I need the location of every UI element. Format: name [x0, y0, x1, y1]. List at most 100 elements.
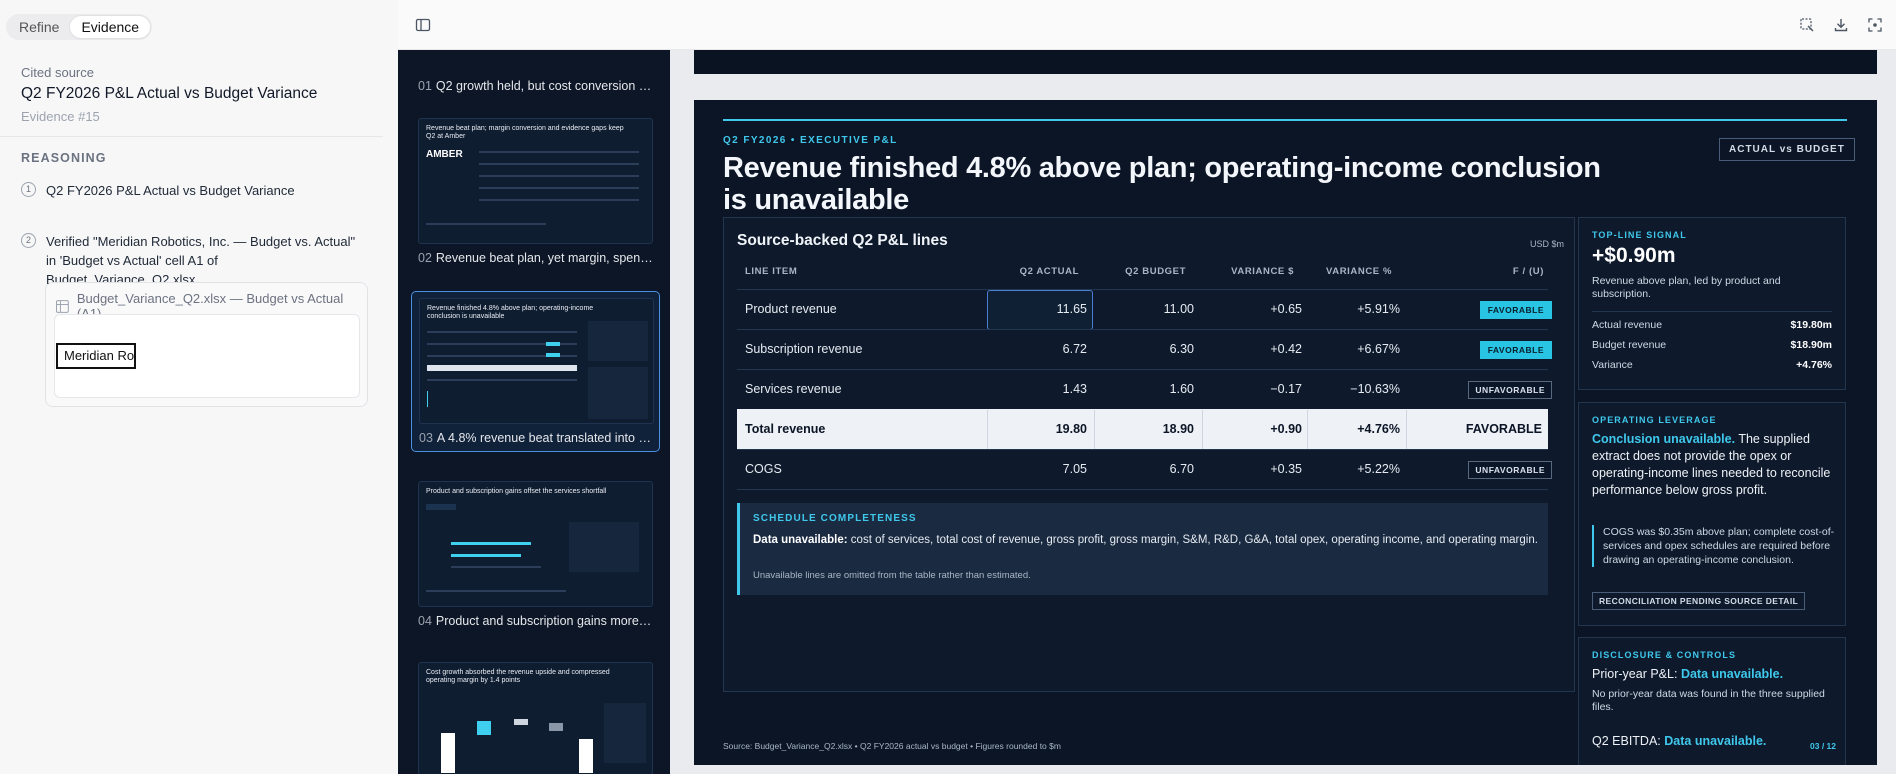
- q2-actual: 11.65: [1056, 302, 1087, 316]
- thumbnail-image: Revenue beat plan; margin conversion and…: [418, 118, 653, 244]
- thumbnail-mini-tag: AMBER: [426, 149, 463, 160]
- leverage-text: Conclusion unavailable. The supplied ext…: [1592, 432, 1831, 497]
- variance-pct: +5.22%: [1357, 462, 1400, 476]
- leverage-quote: COGS was $0.35m above plan; complete cos…: [1592, 525, 1837, 567]
- q2-budget: 6.70: [1169, 462, 1194, 476]
- status-badge: UNFAVORABLE: [1468, 460, 1552, 479]
- slide-thumbnail-strip: 01 Q2 growth held, but cost conversion is…: [398, 50, 670, 774]
- table-row-total: Total revenue 19.80 18.90 +0.90 +4.76% F…: [737, 409, 1548, 449]
- cell-preview: Meridian Robotics, Inc. — Budget vs. Act…: [54, 314, 360, 398]
- thumbnail-caption: 01 Q2 growth held, but cost conversion is…: [418, 79, 653, 93]
- kv-variance: Variance +4.76%: [1592, 359, 1832, 371]
- thumbnail-mini-title: Product and subscription gains offset th…: [426, 488, 607, 495]
- topline-signal-card: TOP-LINE SIGNAL +$0.90m Revenue above pl…: [1578, 217, 1846, 390]
- fullscreen-icon[interactable]: [1867, 17, 1883, 33]
- column-header: Q2 ACTUAL: [1019, 266, 1079, 277]
- slide-thumbnail[interactable]: Cost growth absorbed the revenue upside …: [418, 662, 653, 774]
- table-bottom-rule: [737, 489, 1548, 490]
- panel-divider: [0, 136, 383, 137]
- slide-accent-rule: [723, 119, 1847, 121]
- step-text: Q2 FY2026 P&L Actual vs Budget Variance: [46, 183, 295, 198]
- reasoning-step: 1 Q2 FY2026 P&L Actual vs Budget Varianc…: [21, 181, 366, 200]
- status-badge: UNFAVORABLE: [1468, 380, 1552, 399]
- thumbnail-caption: 04 Product and subscription gains more th…: [418, 614, 653, 628]
- thumbnail-mini-title: Revenue beat plan; margin conversion and…: [426, 125, 624, 140]
- slide-headline: Revenue finished 4.8% above plan; operat…: [723, 152, 1601, 216]
- thumbnail-image: Revenue finished 4.8% above plan; operat…: [419, 298, 654, 424]
- tab-evidence[interactable]: Evidence: [70, 16, 151, 38]
- topline-sub: Revenue above plan, led by product and s…: [1592, 275, 1781, 300]
- card-kicker: DISCLOSURE & CONTROLS: [1592, 650, 1737, 660]
- evidence-card[interactable]: Budget_Variance_Q2.xlsx — Budget vs Actu…: [45, 282, 368, 407]
- status-badge: FAVORABLE: [1406, 410, 1548, 449]
- variance-pct: −10.63%: [1350, 382, 1400, 396]
- previous-slide-edge: [694, 50, 1877, 74]
- status-badge: FAVORABLE: [1479, 340, 1552, 359]
- reasoning-heading: REASONING: [21, 151, 107, 165]
- operating-leverage-card: OPERATING LEVERAGE Conclusion unavailabl…: [1578, 402, 1846, 626]
- line-item: Services revenue: [745, 382, 842, 396]
- slide-kicker: Q2 FY2026 • EXECUTIVE P&L: [723, 135, 898, 146]
- evidence-panel: Refine Evidence Cited source Q2 FY2026 P…: [0, 0, 398, 774]
- table-title: Source-backed Q2 P&L lines: [737, 232, 948, 249]
- disclosure-line-2: Q2 EBITDA: Data unavailable.: [1592, 734, 1767, 748]
- variance-dollar: +0.42: [1270, 342, 1302, 356]
- reasoning-step: 2 Verified "Meridian Robotics, Inc. — Bu…: [21, 232, 366, 289]
- slide-page-number: 03 / 12: [1810, 741, 1836, 751]
- thumbnail-caption: 03 A 4.8% revenue beat translated into an…: [419, 431, 652, 445]
- kv-actual-revenue: Actual revenue $19.80m: [1592, 319, 1832, 331]
- slide-thumbnail[interactable]: Revenue beat plan; margin conversion and…: [418, 118, 653, 265]
- line-item: COGS: [745, 462, 782, 476]
- q2-budget: 18.90: [1094, 410, 1200, 449]
- reconciliation-pill: RECONCILIATION PENDING SOURCE DETAIL: [1592, 592, 1806, 610]
- q2-actual: 19.80: [987, 410, 1093, 449]
- column-header: VARIANCE %: [1326, 266, 1392, 277]
- tab-refine[interactable]: Refine: [19, 19, 60, 35]
- kv-budget-revenue: Budget revenue $18.90m: [1592, 339, 1832, 351]
- column-header: LINE ITEM: [745, 266, 798, 277]
- disclosure-note: No prior-year data was found in the thre…: [1592, 688, 1825, 713]
- variance-pct: +5.91%: [1357, 302, 1400, 316]
- sidebar-toggle-icon[interactable]: [415, 17, 431, 33]
- line-item: Product revenue: [745, 302, 837, 316]
- slide-thumbnail-selected[interactable]: Revenue finished 4.8% above plan; operat…: [411, 291, 660, 452]
- slide-canvas: Q2 FY2026 • EXECUTIVE P&L Revenue finish…: [694, 100, 1877, 765]
- actual-vs-budget-badge: ACTUAL vs BUDGET: [1719, 138, 1855, 161]
- q2-budget: 1.60: [1169, 382, 1194, 396]
- line-item: Subscription revenue: [745, 342, 863, 356]
- callout-note: Unavailable lines are omitted from the t…: [753, 570, 1031, 581]
- callout-heading: SCHEDULE COMPLETENESS: [753, 513, 917, 524]
- step-number: 1: [21, 182, 36, 197]
- card-kicker: TOP-LINE SIGNAL: [1592, 230, 1687, 240]
- q2-actual: 6.72: [1062, 342, 1087, 356]
- mode-toggle: Refine Evidence: [6, 14, 153, 40]
- top-toolbar: [398, 0, 1896, 50]
- slide-thumbnail[interactable]: Product and subscription gains offset th…: [418, 481, 653, 628]
- callout-text: Data unavailable: cost of services, tota…: [753, 534, 1538, 546]
- variance-dollar: +0.65: [1270, 302, 1302, 316]
- step-number: 2: [21, 233, 36, 248]
- download-icon[interactable]: [1833, 17, 1849, 33]
- thumbnail-mini-title: Cost growth absorbed the revenue upside …: [426, 669, 610, 684]
- thumbnail-mini-title: Revenue finished 4.8% above plan; operat…: [427, 305, 594, 320]
- variance-pct: +4.76%: [1307, 410, 1406, 449]
- export-icon[interactable]: [1799, 17, 1815, 33]
- disclosure-line-1: Prior-year P&L: Data unavailable.: [1592, 667, 1784, 681]
- spreadsheet-icon: [56, 299, 69, 313]
- q2-budget: 6.30: [1169, 342, 1194, 356]
- table-row: Product revenue 11.65 11.00 +0.65 +5.91%…: [737, 289, 1552, 330]
- variance-dollar: +0.35: [1270, 462, 1302, 476]
- highlighted-cell[interactable]: Meridian Robotics, Inc. — Budget vs. Act…: [56, 343, 136, 369]
- slide-viewer: Q2 FY2026 • EXECUTIVE P&L Revenue finish…: [670, 50, 1896, 774]
- thumbnail-image: Product and subscription gains offset th…: [418, 481, 653, 607]
- column-header: VARIANCE $: [1231, 266, 1294, 277]
- q2-actual: 7.05: [1062, 462, 1087, 476]
- line-item: Total revenue: [745, 422, 826, 436]
- topline-value: +$0.90m: [1592, 244, 1676, 267]
- table-row: Subscription revenue 6.72 6.30 +0.42 +6.…: [737, 329, 1552, 369]
- cited-source-title: Q2 FY2026 P&L Actual vs Budget Variance: [21, 85, 318, 102]
- pl-table-panel: Source-backed Q2 P&L lines USD $m LINE I…: [723, 217, 1575, 692]
- slide-thumbnail[interactable]: 01 Q2 growth held, but cost conversion is…: [418, 72, 653, 93]
- q2-budget: 11.00: [1163, 302, 1194, 316]
